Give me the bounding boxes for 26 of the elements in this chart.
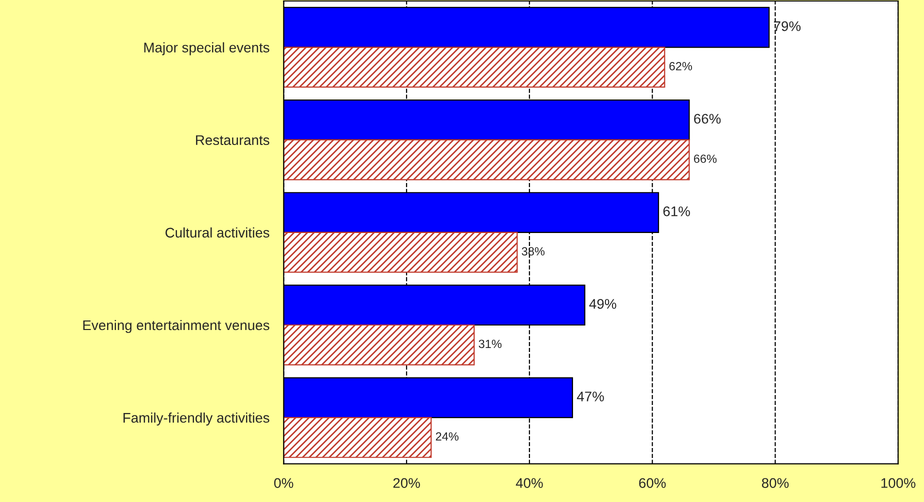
x-tick-label: 100% (881, 478, 916, 488)
x-tick-label: 40% (516, 478, 543, 488)
data-label: 62% (669, 62, 692, 70)
data-label: 66% (694, 154, 717, 163)
data-label: 24% (436, 432, 459, 441)
x-tick-label: 0% (274, 478, 294, 488)
bar (284, 46, 666, 88)
x-tick-label: 80% (762, 478, 789, 488)
y-tick-label: Major special events (144, 42, 270, 56)
y-tick-label: Restaurants (196, 135, 270, 146)
bar (284, 324, 475, 366)
x-tick-label: 60% (639, 478, 666, 488)
y-tick-label: Evening entertainment venues (83, 320, 270, 333)
data-label: 38% (522, 247, 545, 256)
bar (284, 139, 690, 180)
y-tick-label: Family-friendly activities (124, 412, 270, 426)
data-label: 47% (576, 392, 604, 402)
data-label: 31% (478, 340, 502, 348)
y-tick-label: Cultural activities (166, 227, 270, 238)
data-label: 49% (589, 298, 616, 309)
data-label: 61% (663, 206, 690, 216)
x-tick-label: 20% (393, 478, 420, 488)
data-label: 66% (694, 114, 721, 124)
data-label: 79% (774, 21, 801, 32)
bar (284, 232, 518, 273)
bar (284, 417, 432, 458)
